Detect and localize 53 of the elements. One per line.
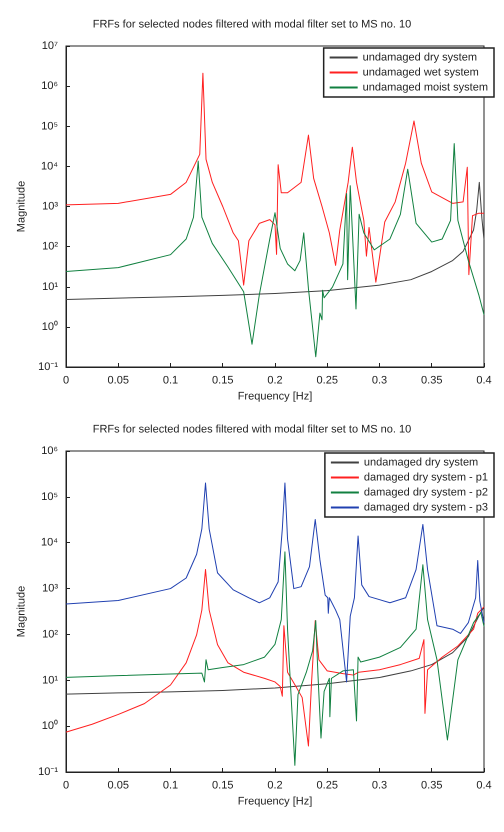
chart-title: FRFs for selected nodes filtered with modal filter set to MS no. 10 xyxy=(92,424,412,436)
legend-label: undamaged moist system xyxy=(362,82,488,94)
x-tick-label: 0.25 xyxy=(316,780,338,792)
line-series xyxy=(66,606,484,695)
x-tick-label: 0.4 xyxy=(476,374,492,386)
y-tick-label: 10⁻¹ xyxy=(38,361,58,373)
x-tick-label: 0.3 xyxy=(372,374,388,386)
y-tick-label: 10⁶ xyxy=(41,80,58,92)
y-tick-label: 10³ xyxy=(42,582,58,595)
y-tick-label: 10² xyxy=(42,240,58,253)
x-tick-label: 0.4 xyxy=(476,780,492,792)
legend-label: damaged dry system - p2 xyxy=(364,486,488,498)
x-tick-label: 0.1 xyxy=(162,780,178,792)
y-tick-label: 10³ xyxy=(42,200,58,212)
y-axis-title: Magnitude xyxy=(16,180,28,232)
y-tick-label: 10¹ xyxy=(42,280,58,293)
x-tick-label: 0.3 xyxy=(372,780,388,792)
x-tick-label: 0.1 xyxy=(162,374,178,386)
x-tick-label: 0.05 xyxy=(108,374,129,386)
x-axis-title: Frequency [Hz] xyxy=(238,390,312,402)
line-series xyxy=(66,182,484,300)
x-tick-label: 0.2 xyxy=(267,374,283,386)
x-tick-label: 0.2 xyxy=(267,780,283,792)
x-axis-title: Frequency [Hz] xyxy=(238,795,312,808)
y-tick-label: 10⁻¹ xyxy=(38,766,58,778)
x-tick-label: 0.15 xyxy=(212,374,234,386)
legend-label: undamaged wet system xyxy=(362,66,479,78)
y-tick-label: 10⁶ xyxy=(41,445,58,457)
x-tick-label: 0.15 xyxy=(212,780,234,792)
x-tick-label: 0.35 xyxy=(421,374,442,386)
x-tick-label: 0 xyxy=(62,374,70,386)
line-series xyxy=(66,143,484,358)
line-series xyxy=(66,551,484,766)
legend-label: damaged dry system - p1 xyxy=(364,472,488,484)
y-tick-label: 10⁵ xyxy=(41,490,58,503)
legend-label: undamaged dry system xyxy=(364,456,478,468)
x-tick-label: 0 xyxy=(62,780,70,792)
y-tick-label: 10⁰ xyxy=(42,320,58,333)
legend-label: undamaged dry system xyxy=(362,52,478,64)
x-tick-label: 0.35 xyxy=(421,780,442,792)
legend-label: damaged dry system - p3 xyxy=(364,502,488,514)
y-tick-label: 10⁴ xyxy=(41,536,58,549)
y-axis-title: Magnitude xyxy=(16,586,28,638)
x-tick-label: 0.05 xyxy=(108,780,129,792)
chart-title: FRFs for selected nodes filtered with modal filter set to MS no. 10 xyxy=(92,18,412,30)
y-tick-label: 10¹ xyxy=(42,674,58,686)
y-tick-label: 10⁷ xyxy=(42,40,58,52)
y-tick-label: 10⁰ xyxy=(42,719,58,732)
x-tick-label: 0.25 xyxy=(316,374,338,386)
y-tick-label: 10² xyxy=(42,628,58,640)
y-tick-label: 10⁴ xyxy=(41,160,58,172)
line-series xyxy=(66,569,484,746)
y-tick-label: 10⁵ xyxy=(41,120,58,132)
